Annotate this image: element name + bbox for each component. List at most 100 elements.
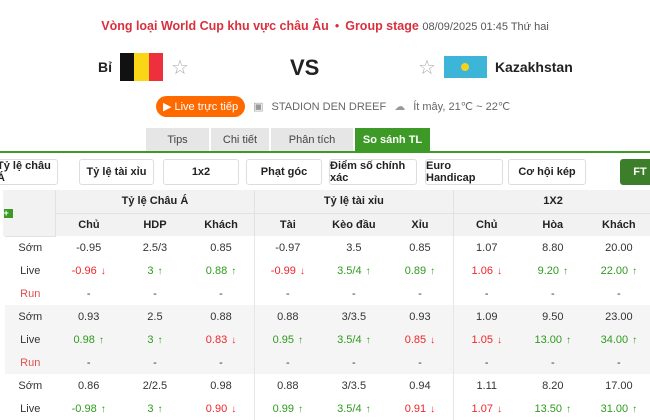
stage-link[interactable]: Group stage <box>345 19 419 33</box>
odds-cell[interactable]: - <box>453 351 519 374</box>
odds-cell[interactable]: 13.50↑ <box>520 397 586 420</box>
odds-cell[interactable]: 8.80 <box>520 236 586 259</box>
tab-odds-compare[interactable]: So sánh TL <box>355 128 430 151</box>
odds-cell[interactable]: 0.89↑ <box>387 259 453 282</box>
odds-cell[interactable]: 0.83↓ <box>188 328 254 351</box>
odds-cell[interactable]: 0.85↓ <box>387 328 453 351</box>
odds-cell[interactable]: 9.20↑ <box>520 259 586 282</box>
odds-cell[interactable]: - <box>56 351 122 374</box>
odds-cell[interactable]: 3↑ <box>122 259 188 282</box>
odds-cell[interactable]: -0.98↑ <box>56 397 122 420</box>
odds-cell[interactable]: 8.20 <box>520 374 586 397</box>
odds-cell[interactable]: - <box>321 282 387 305</box>
odds-cell[interactable]: - <box>122 282 188 305</box>
odds-cell[interactable]: 0.99↑ <box>254 397 320 420</box>
odds-cell[interactable]: 34.00↑ <box>586 328 650 351</box>
odds-cell[interactable]: -0.99↓ <box>254 259 320 282</box>
odds-cell[interactable]: -0.96↓ <box>56 259 122 282</box>
competition-link[interactable]: Vòng loại World Cup khu vực châu Âu <box>101 19 329 33</box>
odds-cell[interactable]: - <box>254 282 320 305</box>
odds-cell[interactable]: 1.07↓ <box>453 397 519 420</box>
odds-row: Live-0.98↑3↑0.90↓0.99↑3.5/4↑0.91↓1.07↓13… <box>3 397 650 420</box>
odds-cell[interactable]: - <box>122 351 188 374</box>
odds-cell[interactable]: 3.5 <box>321 236 387 259</box>
odds-cell[interactable]: 0.86 <box>56 374 122 397</box>
arrow-up-icon: ↑ <box>298 404 303 415</box>
filter-ft[interactable]: FT <box>620 159 650 185</box>
odds-cell[interactable]: 0.91↓ <box>387 397 453 420</box>
odds-cell[interactable]: - <box>254 351 320 374</box>
odds-value: 1.05 <box>472 334 493 346</box>
odds-cell[interactable]: - <box>188 351 254 374</box>
odds-cell[interactable]: 3.5/4↑ <box>321 397 387 420</box>
odds-cell[interactable]: 1.09 <box>453 305 519 328</box>
odds-cell[interactable]: - <box>56 282 122 305</box>
odds-value: 0.85 <box>405 334 426 346</box>
live-stream-button[interactable]: ▶Live trực tiếp <box>156 96 245 117</box>
odds-cell[interactable]: 0.93 <box>387 305 453 328</box>
odds-cell[interactable]: 3.5/4↑ <box>321 328 387 351</box>
odds-cell[interactable]: 0.90↓ <box>188 397 254 420</box>
odds-value: - <box>153 288 157 300</box>
odds-cell[interactable]: 0.85 <box>188 236 254 259</box>
odds-cell[interactable]: 20.00 <box>586 236 650 259</box>
tab-tips[interactable]: Tips <box>146 128 209 151</box>
odds-cell[interactable]: 2.5 <box>122 305 188 328</box>
odds-cell[interactable]: 0.85 <box>387 236 453 259</box>
odds-cell[interactable]: 9.50 <box>520 305 586 328</box>
odds-cell[interactable]: 0.98 <box>188 374 254 397</box>
odds-cell[interactable]: 0.93 <box>56 305 122 328</box>
away-team-name[interactable]: Kazakhstan <box>495 59 573 75</box>
odds-cell[interactable]: -0.95 <box>56 236 122 259</box>
filter-correct-score[interactable]: Điểm số chính xác <box>329 159 417 185</box>
odds-cell[interactable]: 17.00 <box>586 374 650 397</box>
odds-cell[interactable]: -0.97 <box>254 236 320 259</box>
odds-cell[interactable]: - <box>453 282 519 305</box>
odds-cell[interactable]: 0.98↑ <box>56 328 122 351</box>
odds-cell[interactable]: - <box>520 351 586 374</box>
odds-cell[interactable]: 0.95↑ <box>254 328 320 351</box>
odds-cell[interactable]: 0.88 <box>254 305 320 328</box>
filter-double-chance[interactable]: Cơ hội kép <box>508 159 586 185</box>
filter-over-under[interactable]: Tỷ lệ tài xỉu <box>79 159 154 185</box>
odds-cell[interactable]: 31.00↑ <box>586 397 650 420</box>
odds-cell[interactable]: 0.94 <box>387 374 453 397</box>
odds-cell[interactable]: 1.06↓ <box>453 259 519 282</box>
arrow-up-icon: ↑ <box>366 404 371 415</box>
odds-cell[interactable]: - <box>387 282 453 305</box>
odds-cell[interactable]: - <box>188 282 254 305</box>
filter-1x2[interactable]: 1x2 <box>163 159 239 185</box>
odds-cell[interactable]: 22.00↑ <box>586 259 650 282</box>
odds-cell[interactable]: - <box>321 351 387 374</box>
odds-cell[interactable]: 3↑ <box>122 328 188 351</box>
odds-cell[interactable]: 1.05↓ <box>453 328 519 351</box>
favorite-star-icon[interactable]: ☆ <box>171 55 189 80</box>
odds-cell[interactable]: - <box>586 282 650 305</box>
odds-cell[interactable]: 1.07 <box>453 236 519 259</box>
filter-euro-handicap[interactable]: Euro Handicap <box>425 159 503 185</box>
home-team-name[interactable]: Bỉ <box>98 59 112 75</box>
odds-cell[interactable]: 13.00↑ <box>520 328 586 351</box>
favorite-star-icon[interactable]: ☆ <box>418 55 436 80</box>
filter-asian-handicap[interactable]: Tỷ lệ châu Á <box>0 159 58 185</box>
odds-cell[interactable]: - <box>586 351 650 374</box>
odds-cell[interactable]: 3/3.5 <box>321 374 387 397</box>
expand-plus-icon[interactable]: + <box>4 209 13 218</box>
odds-cell[interactable]: 0.88↑ <box>188 259 254 282</box>
odds-cell[interactable]: 3.5/4↑ <box>321 259 387 282</box>
filter-corners[interactable]: Phạt góc <box>246 159 322 185</box>
odds-cell[interactable]: 0.88 <box>254 374 320 397</box>
odds-cell[interactable]: 3↑ <box>122 397 188 420</box>
row-label: Run <box>3 351 56 374</box>
tab-details[interactable]: Chi tiết <box>211 128 269 151</box>
odds-value: - <box>551 288 555 300</box>
odds-cell[interactable]: - <box>520 282 586 305</box>
odds-cell[interactable]: 1.11 <box>453 374 519 397</box>
odds-cell[interactable]: 2/2.5 <box>122 374 188 397</box>
odds-cell[interactable]: 0.88 <box>188 305 254 328</box>
odds-cell[interactable]: 3/3.5 <box>321 305 387 328</box>
odds-cell[interactable]: 2.5/3 <box>122 236 188 259</box>
tab-analysis[interactable]: Phân tích <box>271 128 353 151</box>
odds-cell[interactable]: - <box>387 351 453 374</box>
odds-cell[interactable]: 23.00 <box>586 305 650 328</box>
